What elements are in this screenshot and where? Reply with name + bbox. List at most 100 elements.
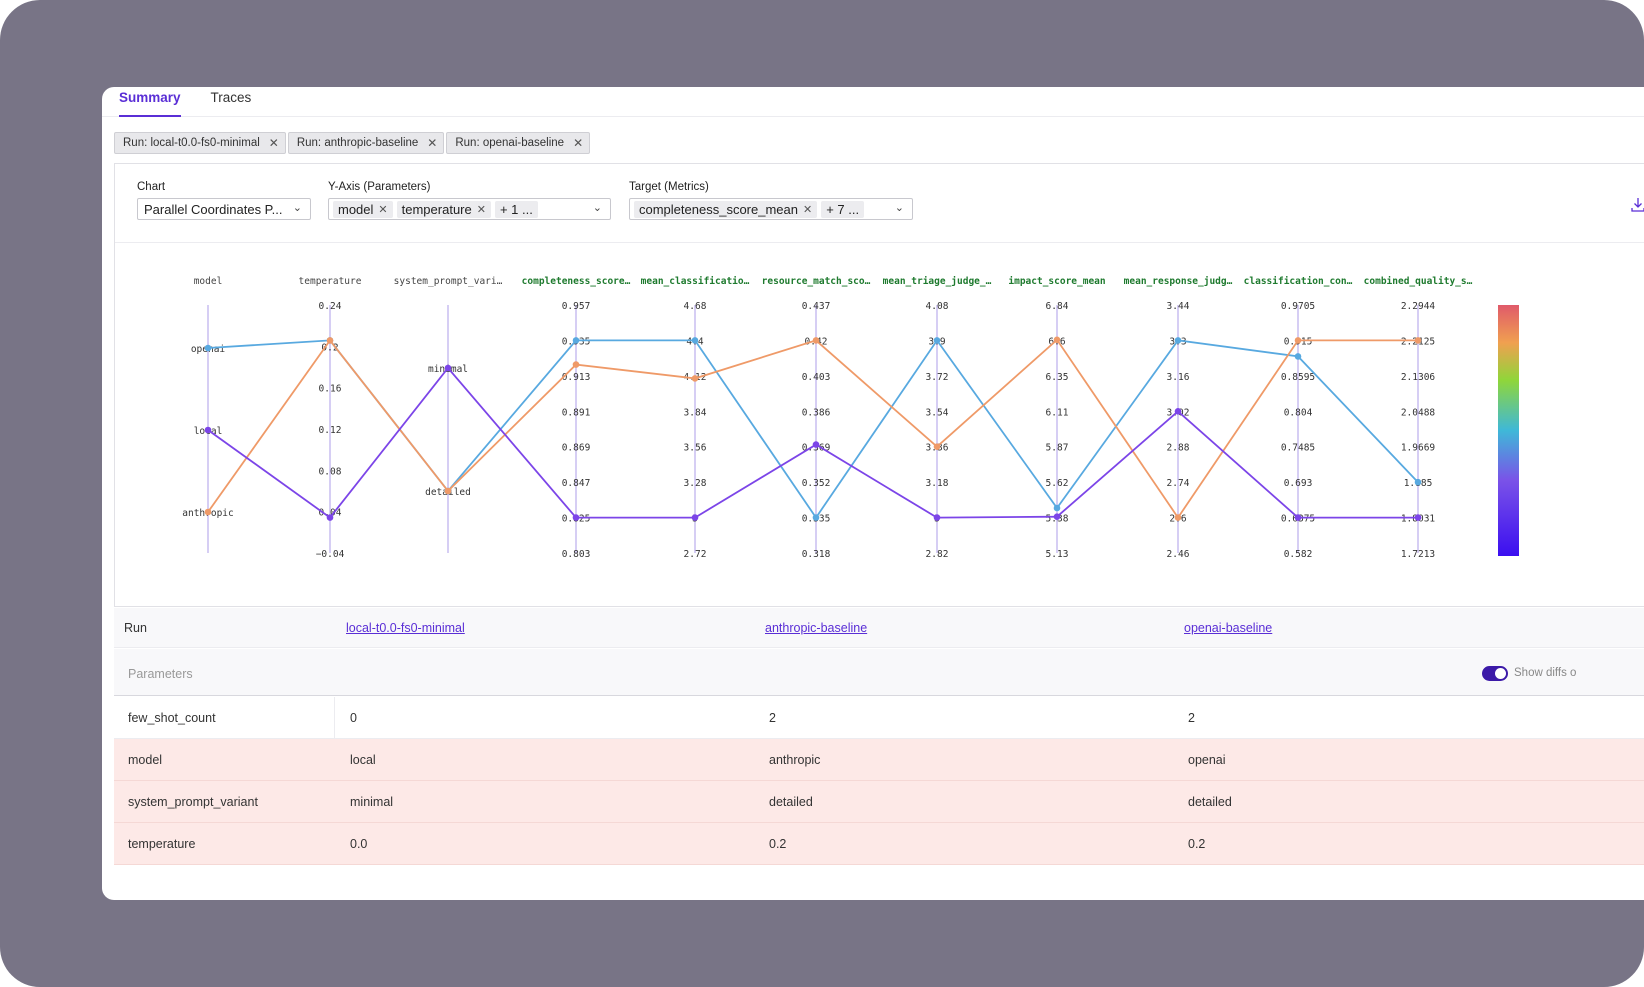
axis-title: combined_quality_s… [1364,276,1473,287]
tick-label: 2.46 [1167,549,1190,560]
yaxis-label: Y-Axis (Parameters) [328,181,431,193]
param-value: 2 [769,711,776,725]
tick-label: 5.87 [1046,443,1069,454]
target-select[interactable]: completeness_score_mean ✕ + 7 ... ⌄ [629,198,913,220]
yaxis-tag[interactable]: model ✕ [333,200,393,218]
tick-label: 2.0488 [1401,407,1436,418]
tab-traces[interactable]: Traces [210,90,252,105]
run-chip[interactable]: Run: openai-baseline ✕ [446,132,591,154]
param-value: 0.0 [350,837,368,851]
tick-label: 0.352 [802,478,831,489]
parameters-header: Parameters Show diffs o [114,649,1644,696]
tag-label: model [338,201,374,217]
tick-label: 6.11 [1046,407,1069,418]
tick-label: 0.582 [1284,549,1313,560]
close-icon[interactable]: ✕ [476,203,486,216]
param-name: temperature [128,837,196,851]
yaxis-select[interactable]: model ✕ temperature ✕ + 1 ... ⌄ [328,198,611,220]
param-value: 0.2 [769,837,787,851]
tab-summary[interactable]: Summary [119,87,181,117]
series-line-anthropic [207,338,1418,520]
run-row: Run local-t0.0-fs0-minimal anthropic-bas… [114,608,1644,648]
chevron-down-icon: ⌄ [894,202,904,214]
param-value: detailed [769,795,813,809]
data-point [1053,513,1061,520]
data-point [1174,408,1182,415]
tick-label: 0.957 [562,301,591,312]
data-point [933,337,941,344]
param-row-diff: model local anthropic openai [114,739,1644,781]
data-point [204,508,212,516]
tick-label: 0.24 [319,301,342,312]
tick-label: 3.44 [1167,301,1190,312]
tag-label: temperature [401,201,472,217]
parallel-coordinates-chart[interactable]: modelanthropiclocalopenaitemperature0.24… [115,244,1644,607]
run-link-anthropic[interactable]: anthropic-baseline [765,621,868,635]
param-value: minimal [350,795,394,809]
run-chip-label: Run: anthropic-baseline [296,137,419,149]
color-scale-bar [1498,305,1519,556]
close-icon[interactable]: ✕ [802,203,813,216]
column-divider [334,697,335,738]
yaxis-more-tag[interactable]: + 1 ... [494,200,538,218]
tick-label: 0.08 [319,466,342,477]
tick-label: 0.869 [562,443,591,454]
data-point [326,337,334,344]
run-filter-chips: Run: local-t0.0-fs0-minimal ✕ Run: anthr… [114,132,591,154]
tick-label: 2.82 [926,549,949,560]
tick-label: 3.54 [926,407,949,418]
tick-label: 3.56 [684,443,707,454]
axis-title: completeness_score… [522,276,631,287]
tick-label: 0.847 [562,478,591,489]
tick-label: 0.2 [321,342,338,353]
chart-type-value: Parallel Coordinates P... [144,201,283,217]
tick-label: 3.28 [684,478,707,489]
tick-label: 1.7213 [1401,549,1435,560]
param-name: system_prompt_variant [128,795,258,809]
data-point [572,361,580,368]
close-icon[interactable]: ✕ [573,136,584,150]
close-icon[interactable]: ✕ [378,203,388,216]
data-point [933,514,941,521]
data-point [812,514,820,521]
param-value: 0 [350,711,357,725]
target-more-tag[interactable]: + 7 ... [821,200,865,218]
tick-label: 0.369 [802,443,831,454]
yaxis-tag[interactable]: temperature ✕ [396,200,491,218]
close-icon[interactable]: ✕ [427,136,438,150]
data-point [204,426,212,434]
tick-label: 6.84 [1046,301,1069,312]
axis-title: mean_classificatio… [641,276,750,287]
close-icon[interactable]: ✕ [268,136,279,150]
run-chip[interactable]: Run: local-t0.0-fs0-minimal ✕ [114,132,286,154]
tick-label: 1.9669 [1401,443,1436,454]
tick-label: 2.1306 [1401,372,1436,383]
data-point [1294,337,1302,344]
data-point [1414,478,1422,486]
run-chip[interactable]: Run: anthropic-baseline ✕ [287,132,445,154]
show-diffs-toggle[interactable] [1482,666,1508,681]
tick-label: 0.913 [562,372,591,383]
data-point [1414,337,1422,344]
tick-label: −0.04 [316,549,345,560]
chart-panel: Chart Parallel Coordinates P... ⌄ Y-Axis… [114,163,1644,607]
param-value: anthropic [769,753,821,767]
data-point [691,337,699,344]
download-icon[interactable] [1630,197,1644,213]
data-point [1053,504,1061,512]
tick-label: 0.386 [802,407,831,418]
tick-label: 0.8595 [1281,372,1315,383]
tick-label: 0.803 [562,549,591,560]
data-point [691,514,699,521]
target-tag[interactable]: completeness_score_mean ✕ [634,200,818,218]
run-link-local[interactable]: local-t0.0-fs0-minimal [346,621,465,635]
tick-label: 3.16 [1167,372,1190,383]
chart-area: modelanthropiclocalopenaitemperature0.24… [115,244,1644,607]
tab-bar: Summary Traces [102,87,1644,117]
run-chip-label: Run: local-t0.0-fs0-minimal [123,137,260,149]
chart-type-select[interactable]: Parallel Coordinates P... ⌄ [137,198,311,220]
tick-label: 3.72 [926,372,949,383]
axis-title: resource_match_sco… [762,276,871,287]
run-link-openai[interactable]: openai-baseline [1184,621,1273,635]
